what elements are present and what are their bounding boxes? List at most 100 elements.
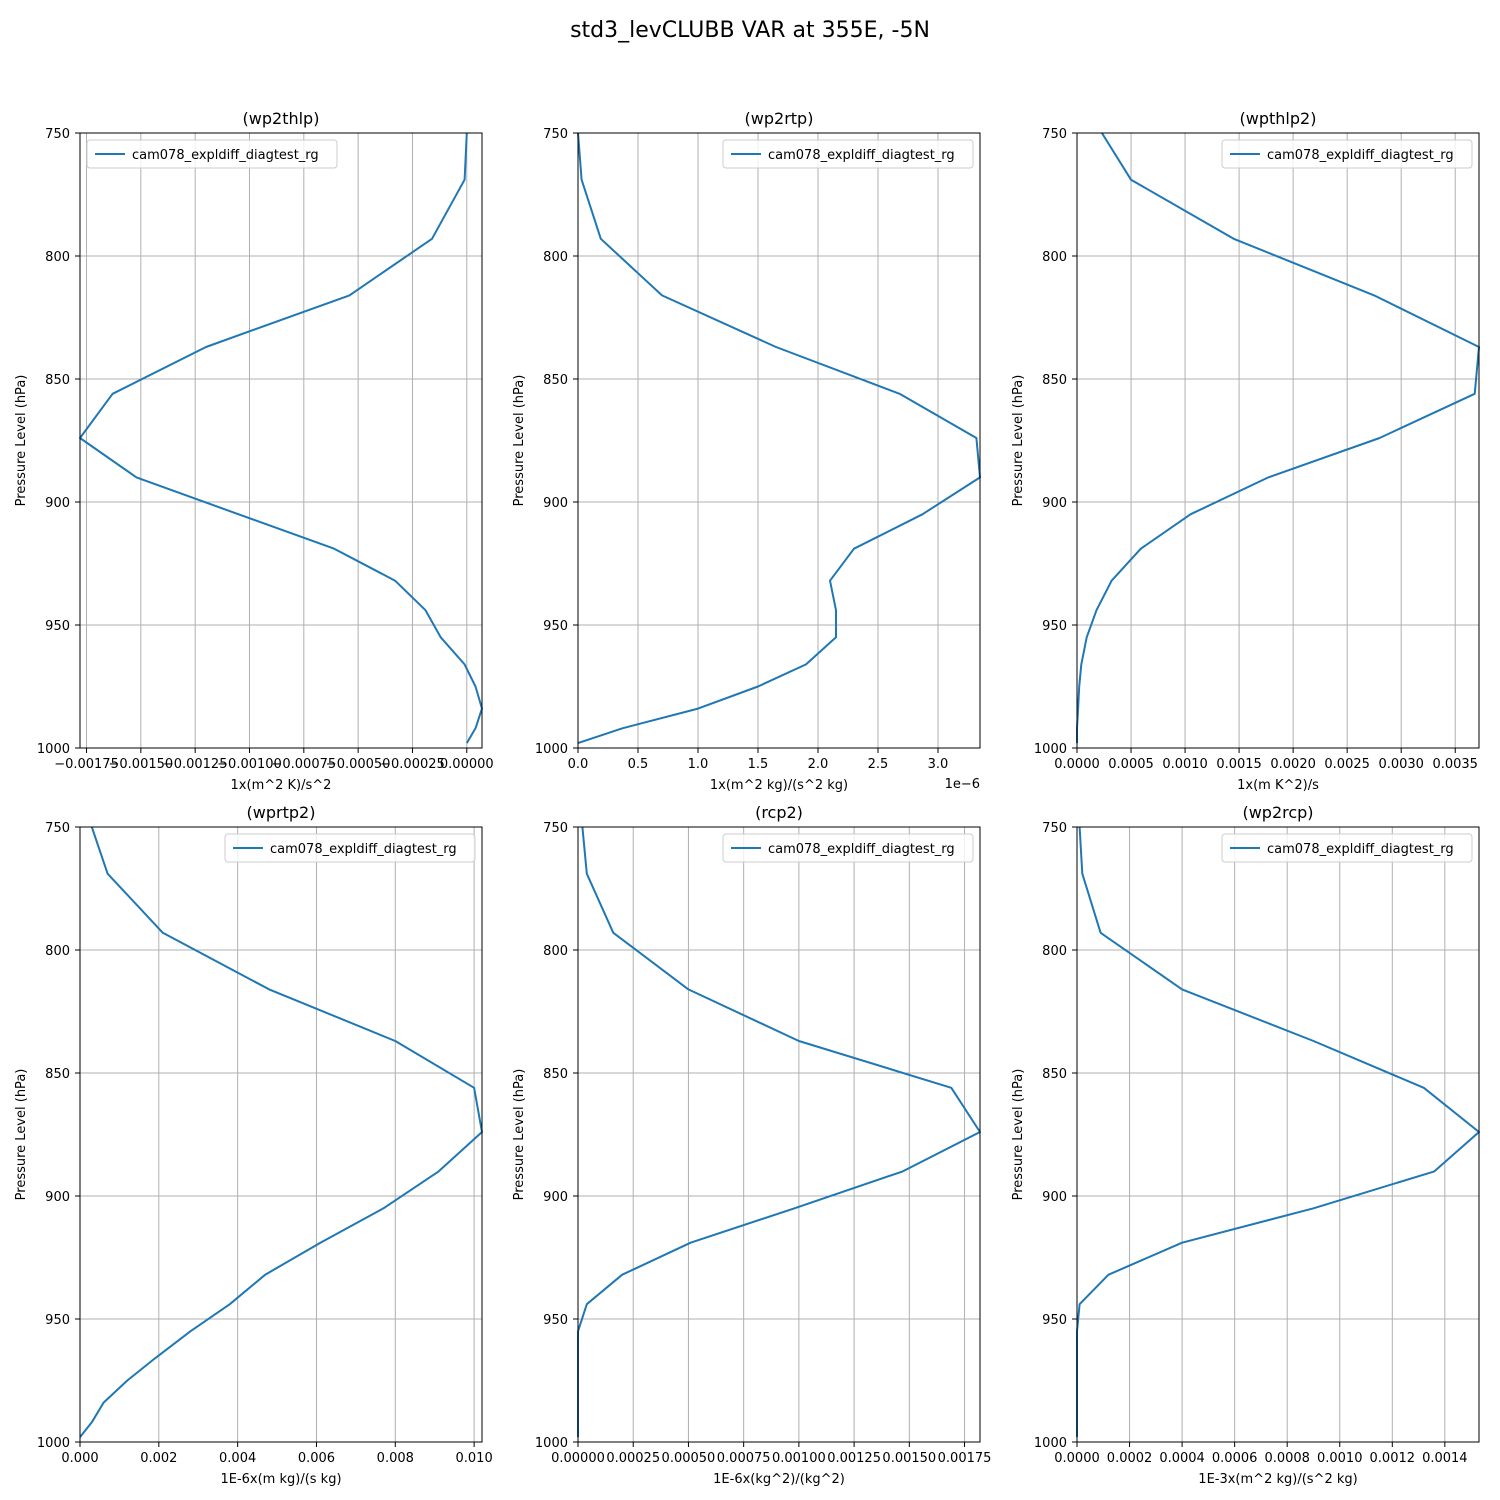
x-tick-label: 0.00000 (440, 757, 494, 772)
y-axis-label: Pressure Level (hPa) (14, 375, 29, 507)
legend-label: cam078_expldiff_diagtest_rg (768, 842, 955, 857)
x-tick-label: 0.0035 (1432, 757, 1478, 772)
plot-frame (577, 826, 981, 1443)
x-tick-label: 0.00075 (717, 1451, 771, 1466)
x-tick-label: 0.00025 (606, 1451, 660, 1466)
panel-title: (wp2thlp) (243, 109, 320, 128)
x-tick-label: 0.5 (628, 757, 649, 772)
plot-frame (1076, 826, 1480, 1443)
y-tick-label: 1000 (37, 742, 70, 757)
panel-title: (rcp2) (755, 803, 803, 822)
y-tick-label: 850 (543, 1067, 568, 1082)
x-tick-label: 0.0020 (1270, 757, 1316, 772)
y-tick-label: 800 (1042, 944, 1067, 959)
y-axis-label: Pressure Level (hPa) (512, 1069, 527, 1201)
x-tick-label: 0.00000 (551, 1451, 605, 1466)
series-line (577, 132, 981, 745)
x-tick-label: 0.00100 (772, 1451, 826, 1466)
y-tick-label: 750 (543, 821, 568, 836)
x-tick-label: 0.004 (219, 1451, 256, 1466)
legend: cam078_expldiff_diagtest_rg (1221, 833, 1473, 863)
legend: cam078_expldiff_diagtest_rg (86, 139, 338, 169)
y-tick-label: 850 (45, 1067, 70, 1082)
y-tick-label: 900 (1042, 496, 1067, 511)
y-tick-label: 900 (543, 1190, 568, 1205)
plot-frame (79, 132, 483, 749)
y-tick-label: 800 (543, 250, 568, 265)
legend: cam078_expldiff_diagtest_rg (722, 833, 974, 863)
y-tick-label: 1000 (1034, 1436, 1067, 1451)
x-tick-label: −0.00125 (163, 757, 228, 772)
figure-title: std3_levCLUBB VAR at 355E, -5N (570, 18, 930, 43)
x-axis-label: 1x(m K^2)/s (1237, 778, 1319, 793)
x-tick-label: 0.0010 (1162, 757, 1208, 772)
x-tick-label: 0.00150 (882, 1451, 936, 1466)
y-axis-label: Pressure Level (hPa) (14, 1069, 29, 1201)
x-tick-label: 0.00175 (938, 1451, 992, 1466)
panel-title: (wprtp2) (247, 803, 316, 822)
x-tick-label: 1.0 (688, 757, 709, 772)
x-tick-label: 3.0 (928, 757, 949, 772)
plot-frame (1076, 132, 1480, 749)
x-tick-label: 0.0025 (1324, 757, 1370, 772)
panel-4: 0.000 0.002 0.004 0.006 0.008 0.010 750 800 850 9… (14, 803, 493, 1487)
x-tick-label: 0.0012 (1370, 1451, 1416, 1466)
panel-title: (wpthlp2) (1240, 109, 1317, 128)
panel-3: 0.0000 0.0005 0.0010 0.0015 0.0020 0.0025 0.00… (1011, 109, 1480, 793)
series-line (1076, 132, 1480, 744)
y-tick-label: 750 (543, 127, 568, 142)
y-tick-label: 900 (543, 496, 568, 511)
y-axis-label: Pressure Level (hPa) (512, 375, 527, 507)
x-tick-label: 0.0015 (1216, 757, 1262, 772)
y-tick-label: 950 (543, 1313, 568, 1328)
y-tick-label: 950 (45, 619, 70, 634)
legend-label: cam078_expldiff_diagtest_rg (1267, 148, 1454, 163)
x-tick-label: 1.5 (748, 757, 769, 772)
x-tick-label: 0.0010 (1317, 1451, 1363, 1466)
y-tick-label: 750 (45, 821, 70, 836)
x-tick-label: −0.00150 (109, 757, 174, 772)
x-axis-label: 1E-6x(kg^2)/(kg^2) (713, 1472, 845, 1487)
x-axis-label: 1E-6x(m kg)/(s kg) (220, 1472, 341, 1487)
y-tick-label: 800 (543, 944, 568, 959)
y-tick-label: 950 (1042, 619, 1067, 634)
x-tick-label: 0.0006 (1212, 1451, 1258, 1466)
y-tick-label: 1000 (37, 1436, 70, 1451)
y-tick-label: 850 (1042, 1067, 1067, 1082)
x-tick-label: −0.00075 (271, 757, 336, 772)
y-tick-label: 900 (1042, 1190, 1067, 1205)
panel-1: −0.00175−0.00150−0.00125−0.00100−0.00075… (14, 109, 494, 793)
y-axis-label: Pressure Level (hPa) (1011, 375, 1026, 507)
panel-5: 0.00000 0.00025 0.00050 0.00075 0.00100 0.001… (512, 803, 991, 1487)
y-tick-label: 1000 (535, 1436, 568, 1451)
x-axis-label: 1x(m^2 kg)/(s^2 kg) (710, 778, 848, 793)
plot-frame (577, 132, 981, 749)
panels-container: −0.00175−0.00150−0.00125−0.00100−0.00075… (14, 109, 1480, 1487)
legend-box (722, 139, 974, 169)
legend-box (86, 139, 338, 169)
series-line (79, 826, 483, 1438)
x-tick-label: 2.0 (808, 757, 829, 772)
legend: cam078_expldiff_diagtest_rg (1221, 139, 1473, 169)
x-tick-label: 0.0030 (1378, 757, 1424, 772)
x-tick-label: 0.0008 (1264, 1451, 1310, 1466)
x-tick-label: 0.00050 (662, 1451, 716, 1466)
legend-box (224, 833, 476, 863)
x-axis-label: 1E-3x(m^2 kg)/(s^2 kg) (1198, 1472, 1357, 1487)
x-tick-label: 0.008 (377, 1451, 414, 1466)
legend-label: cam078_expldiff_diagtest_rg (270, 842, 457, 857)
y-tick-label: 850 (45, 373, 70, 388)
x-tick-label: 0.0005 (1108, 757, 1154, 772)
y-tick-label: 1000 (535, 742, 568, 757)
x-tick-label: 0.000 (61, 1451, 98, 1466)
y-tick-label: 800 (1042, 250, 1067, 265)
plot-frame (79, 826, 483, 1443)
x-tick-label: 0.0 (568, 757, 589, 772)
y-tick-label: 750 (1042, 127, 1067, 142)
legend-box (1221, 833, 1473, 863)
legend-label: cam078_expldiff_diagtest_rg (768, 148, 955, 163)
legend-box (722, 833, 974, 863)
y-tick-label: 950 (543, 619, 568, 634)
panel-title: (wp2rcp) (1242, 803, 1313, 822)
